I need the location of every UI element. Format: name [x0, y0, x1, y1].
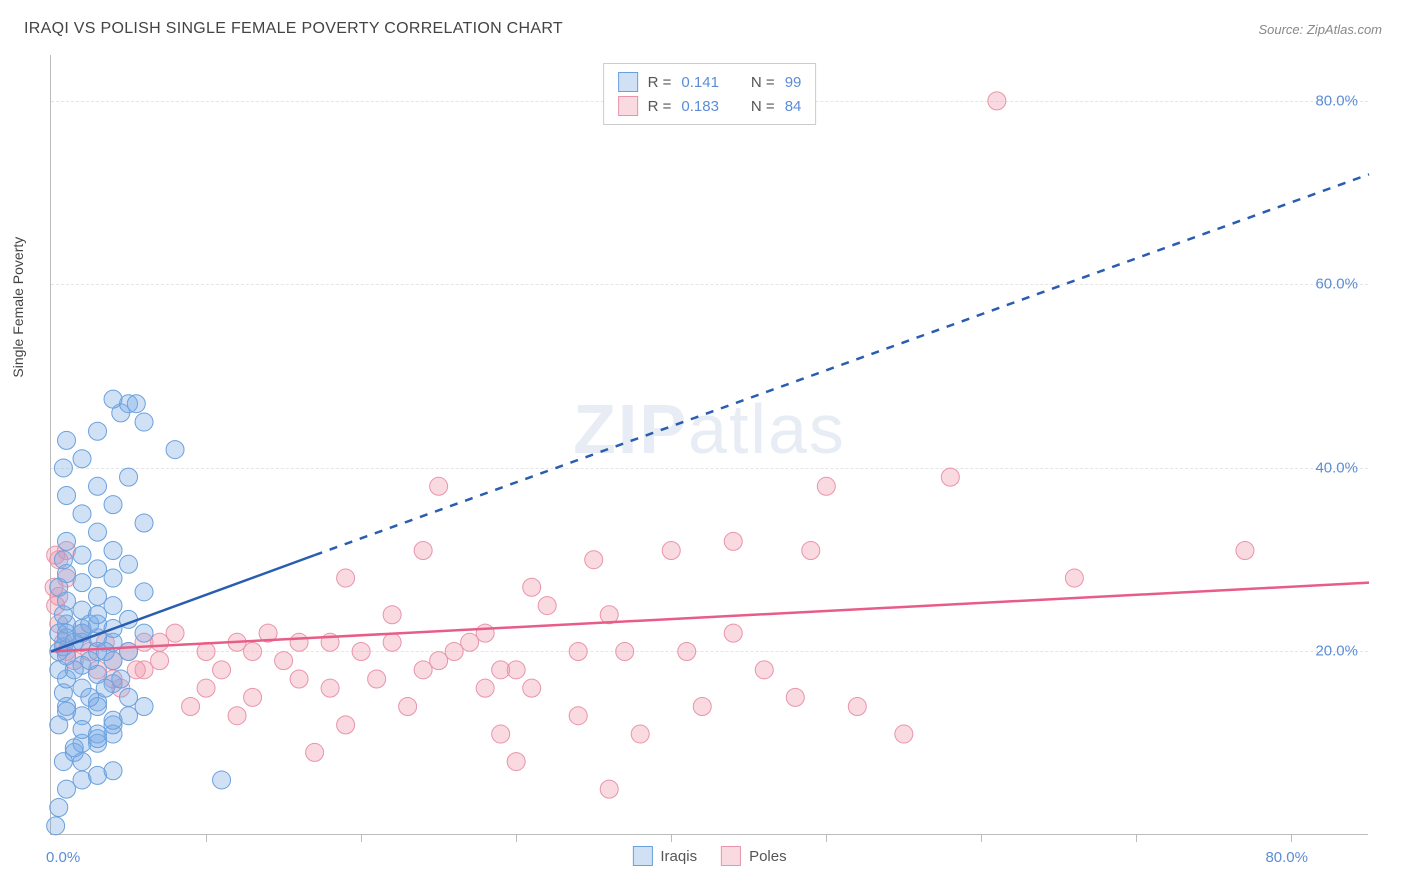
- bottom-legend: Iraqis Poles: [632, 846, 786, 866]
- stats-box: R = 0.141 N = 99 R = 0.183 N = 84: [603, 63, 817, 125]
- plot-area: ZIPatlas 20.0%40.0%60.0%80.0% R = 0.141 …: [50, 55, 1368, 835]
- legend-label-poles: Poles: [749, 848, 787, 865]
- y-axis-title: Single Female Poverty: [10, 237, 26, 378]
- legend-swatch-2: [618, 96, 638, 116]
- source-label: Source: ZipAtlas.com: [1258, 22, 1382, 37]
- x-axis-max-label: 80.0%: [1265, 849, 1308, 866]
- legend-label-iraqis: Iraqis: [660, 848, 697, 865]
- legend-swatch-poles: [721, 846, 741, 866]
- legend-swatch-iraqis: [632, 846, 652, 866]
- chart-title: IRAQI VS POLISH SINGLE FEMALE POVERTY CO…: [24, 20, 563, 38]
- x-axis-min-label: 0.0%: [46, 849, 80, 866]
- legend-swatch-1: [618, 72, 638, 92]
- scatter-svg: [51, 55, 1368, 834]
